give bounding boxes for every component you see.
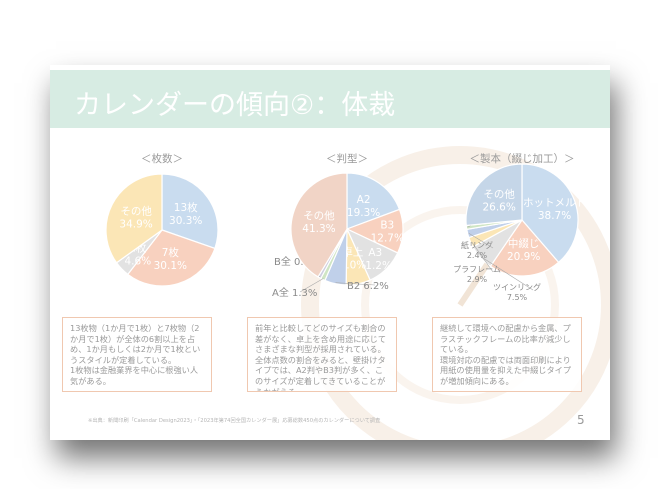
slice-label: B2 6.2% [347,281,389,292]
chart-title: ＜枚数＞ [141,152,183,165]
pie-slice [521,163,579,264]
slice-label: プラフレーム [453,265,501,274]
slice-value: 2.9% [467,275,488,284]
slice-label: 卓上 [342,247,363,259]
chart-title: ＜判型＞ [326,152,368,165]
slice-value: 30.1% [154,260,187,272]
note-sheets: 13枚物（1か月で1枚）と7枚物（2か月で1枚）が全体の6割以上を占め、1か月も… [62,317,212,392]
pie-slice [126,229,216,287]
chart-title: ＜製本（綴じ加工）＞ [470,152,575,165]
source-footnote: ※出典：新聞印刷「Calendar Design2023」・「2023年第74回… [88,418,381,424]
slice-label: 中綴じ [508,237,540,250]
slice-label: 7枚 [162,246,180,259]
leader-line [335,282,376,286]
slice-value: 26.6% [482,201,515,213]
slice-value: 2.4% [467,251,488,260]
slice-value: 38.7% [538,210,571,222]
slice-value: 20.9% [507,251,540,263]
slice-label: A全 1.3% [272,286,317,299]
leader-line [468,232,494,249]
pie-slice [346,172,401,230]
pie-slice [489,219,560,277]
slice-label: その他 [483,187,515,200]
slice-value: 12.7% [371,233,404,245]
slice-label: 紙リング [461,240,493,250]
slide-title: カレンダーの傾向②：体裁 [74,90,396,121]
slice-value: 19.3% [347,207,380,219]
pie-slice [465,163,523,227]
page-number: 5 [577,413,585,427]
pie-slice [161,173,219,250]
slice-value: 11.2% [359,260,392,272]
note-size: 前年と比較してどのサイズも割合の差がなく、卓上を含め用途に応じてさまざまな判型が… [247,317,397,392]
slice-label: ツインリング [493,282,541,292]
leader-line [471,241,494,273]
slice-label: その他 [303,209,335,222]
slice-label: 13枚 [174,201,198,214]
slice-value: 30.3% [169,215,202,227]
slice-label: ホットメルト [523,197,586,209]
slice-value: 41.3% [302,223,335,235]
pie-slice [105,173,163,264]
title-bar: カレンダーの傾向②：体裁 [50,70,610,128]
note-binding: 継続して環境への配慮から金属、プラスチックフレームの比率が減少している。 環境対… [432,317,582,392]
slice-label: A2 [357,194,371,206]
pie-slice [290,172,348,278]
slice-label: その他 [120,205,152,218]
slice-label: A3 [368,247,382,259]
slide: カレンダーの傾向②：体裁 ＜枚数＞ 13枚 30.3% 7枚 30.1% 1枚 4.6% その… [50,65,610,440]
slice-label: B3 [380,220,394,232]
leader-line [299,278,324,293]
slice-value: 7.5% [507,293,528,302]
slice-value: 4.6% [125,255,152,267]
leader-line [481,256,534,291]
slice-value: 34.9% [119,219,152,231]
